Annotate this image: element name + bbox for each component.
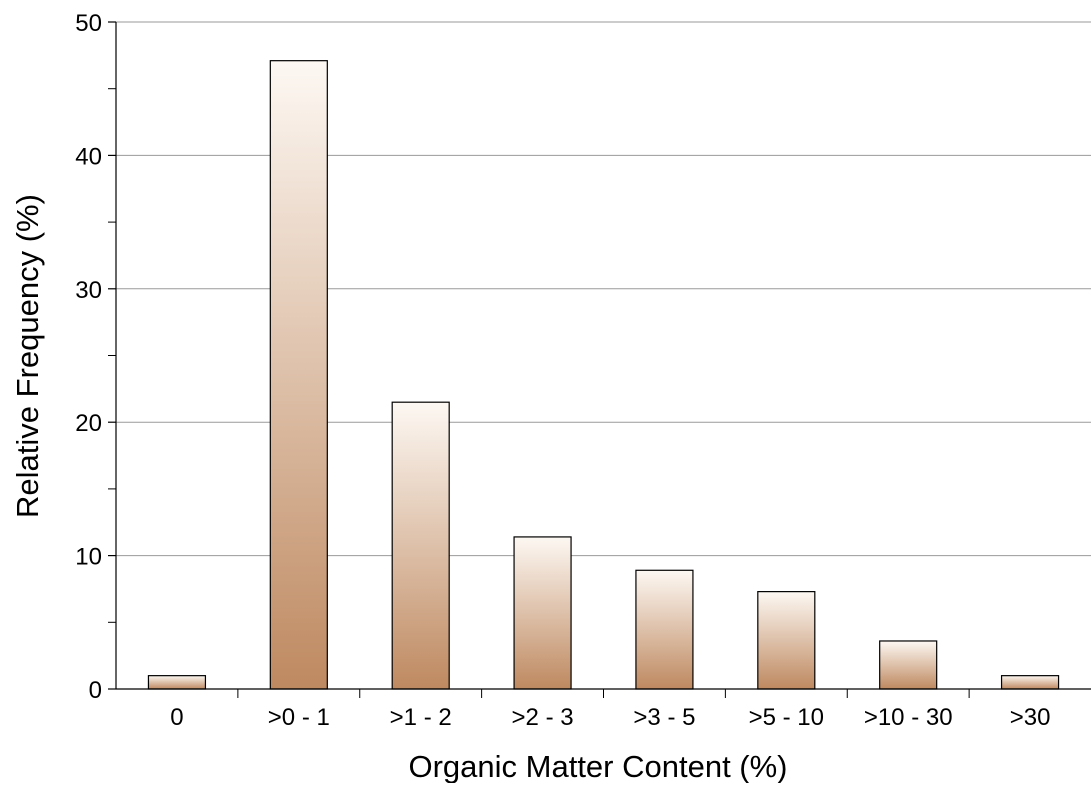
x-tick-labels: 0 >0 - 1 >1 - 2 >2 - 3 >3 - 5 >5 - 10 >10 - 30… bbox=[170, 704, 1050, 731]
bar bbox=[147, 675, 207, 690]
bar bbox=[269, 60, 328, 690]
bar bbox=[757, 591, 816, 690]
bars bbox=[147, 60, 1060, 690]
x-tick-label: >30 bbox=[1010, 704, 1051, 731]
y-tick-label: 30 bbox=[75, 277, 102, 304]
bar bbox=[1000, 675, 1060, 690]
x-tick-label: >1 - 2 bbox=[390, 704, 452, 731]
y-tick-label: 40 bbox=[75, 143, 102, 170]
bar bbox=[879, 640, 938, 690]
x-tick-label: >5 - 10 bbox=[749, 704, 824, 731]
y-tick-label: 50 bbox=[75, 10, 102, 37]
x-tick-label: >2 - 3 bbox=[512, 704, 574, 731]
y-tick-labels: 0 10 20 30 40 50 bbox=[75, 10, 102, 704]
y-axis-title: Relative Frequency (%) bbox=[10, 194, 45, 518]
bar bbox=[391, 401, 450, 690]
x-tick-label: >3 - 5 bbox=[633, 704, 695, 731]
bar bbox=[513, 536, 572, 690]
axes bbox=[108, 21, 1091, 698]
x-tick-label: >10 - 30 bbox=[864, 704, 953, 731]
y-tick-label: 10 bbox=[75, 544, 102, 571]
x-tick-label: >0 - 1 bbox=[268, 704, 330, 731]
grid-lines bbox=[116, 21, 1091, 557]
x-tick-label: 0 bbox=[170, 704, 183, 731]
y-tick-label: 0 bbox=[89, 677, 102, 704]
y-tick-label: 20 bbox=[75, 410, 102, 437]
x-axis-title: Organic Matter Content (%) bbox=[408, 749, 787, 783]
bar bbox=[635, 569, 694, 690]
